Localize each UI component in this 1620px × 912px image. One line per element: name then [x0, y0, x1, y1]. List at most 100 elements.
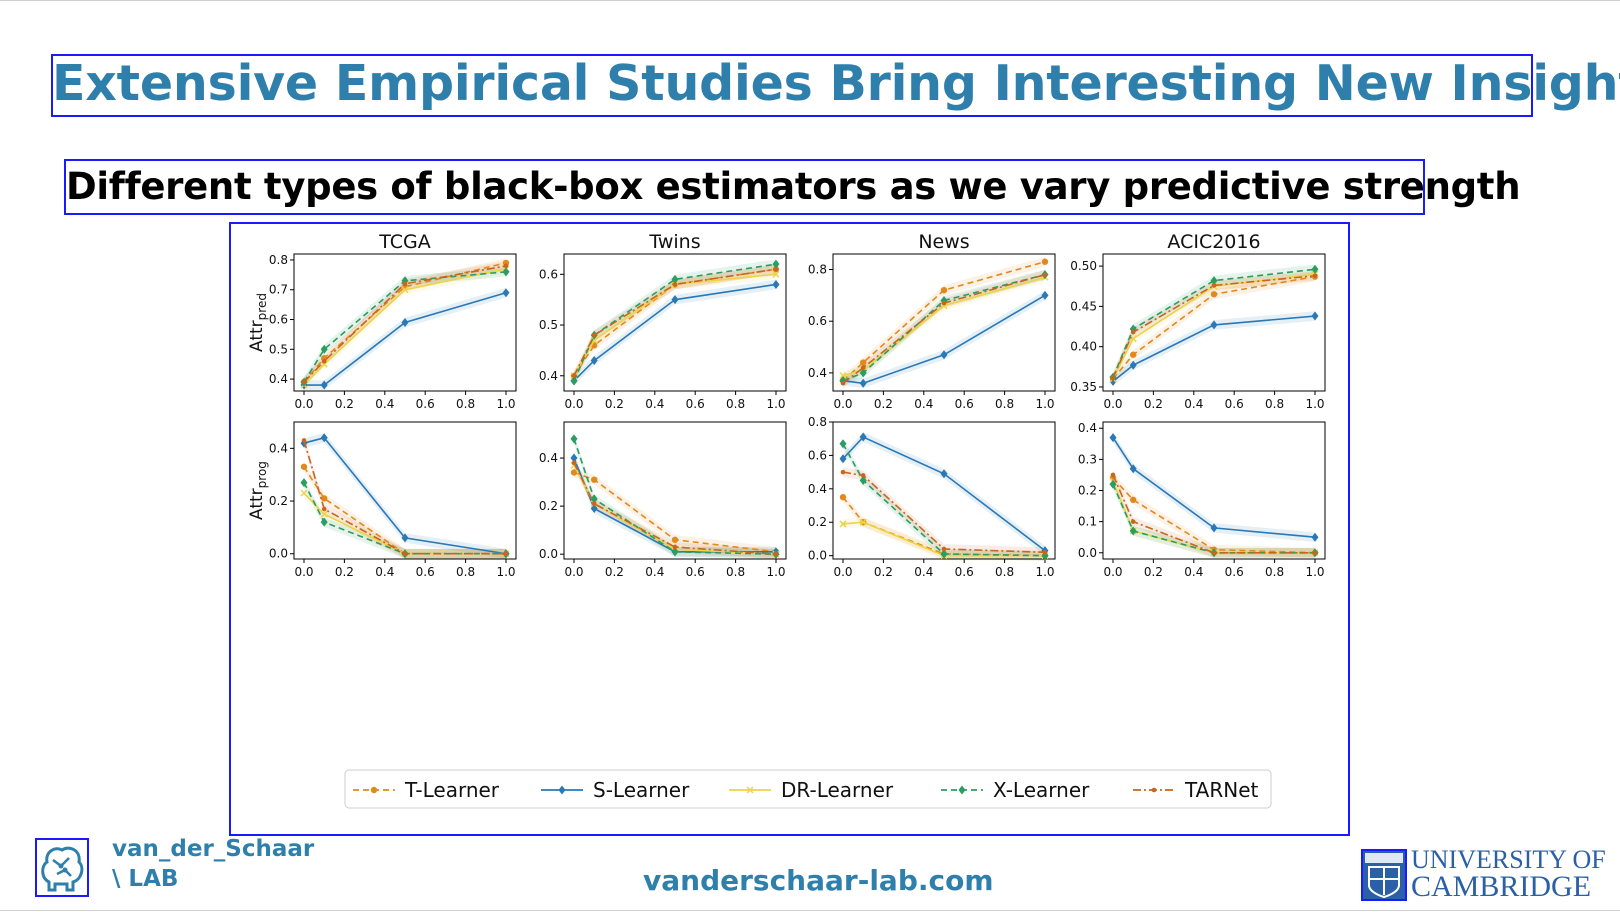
university-name: UNIVERSITY OF CAMBRIDGE	[1411, 846, 1606, 902]
x-tick-label: 0.4	[645, 565, 664, 579]
x-tick-label: 0.8	[456, 565, 475, 579]
data-point-x-learner	[839, 439, 847, 449]
data-point-tarnet	[840, 469, 846, 475]
x-tick-label: 1.0	[496, 397, 515, 411]
data-point-tarnet	[1110, 375, 1116, 381]
data-point-dr-learner	[772, 270, 780, 278]
y-tick-label: 0.8	[808, 415, 827, 429]
confidence-band	[304, 461, 506, 559]
website-link[interactable]: vanderschaar-lab.com	[643, 864, 994, 897]
data-point-tarnet	[591, 501, 597, 507]
x-tick-label: 0.6	[1225, 565, 1244, 579]
x-tick-label: 0.4	[645, 397, 664, 411]
y-tick-label: 0.4	[808, 366, 827, 380]
data-point-s-learner	[1210, 523, 1218, 533]
series-line-s-learner	[304, 291, 507, 386]
data-point-t-learner	[591, 476, 598, 483]
data-point-x-learner	[1210, 276, 1218, 286]
x-tick-label: 0.0	[564, 565, 583, 579]
panel-title: News	[918, 231, 969, 253]
data-point-s-learner	[859, 432, 867, 442]
data-point-t-learner	[1130, 496, 1137, 504]
data-point-s-learner	[401, 318, 409, 327]
x-tick-label: 0.8	[1265, 565, 1284, 579]
data-point-s-learner	[1129, 360, 1137, 370]
legend-label: T-Learner	[404, 778, 500, 802]
legend-marker	[558, 785, 566, 795]
data-point-s-learner	[940, 469, 948, 479]
data-point-tarnet	[503, 551, 509, 557]
data-point-s-learner	[320, 433, 328, 443]
x-tick-label: 0.8	[726, 565, 745, 579]
plot-frame	[832, 253, 1056, 392]
data-point-x-learner	[590, 494, 598, 504]
data-point-dr-learner	[839, 520, 847, 528]
series-line-x-learner	[573, 263, 777, 382]
panel-row1-col1: 0.0 0.2 0.4 0.0 0.2 0.4 0.6 0.8 1.0	[539, 421, 787, 579]
y-tick-label: 0.6	[539, 267, 558, 281]
plot-frame	[563, 253, 787, 392]
data-point-s-learner	[1129, 464, 1137, 474]
data-point-x-learner	[1109, 479, 1117, 489]
data-point-x-learner	[300, 478, 308, 488]
series-line-tarnet	[842, 273, 1046, 384]
title-highlight-box	[51, 54, 1533, 117]
data-point-s-learner	[502, 288, 510, 298]
slide-title: Extensive Empirical Studies Bring Intere…	[52, 55, 1620, 112]
data-point-x-learner	[320, 517, 328, 527]
x-tick-label: 0.4	[914, 397, 933, 411]
series-line-x-learner	[303, 271, 507, 383]
lab-logo	[35, 838, 89, 897]
y-tick-label: 0.4	[808, 482, 827, 496]
series-line-tarnet	[303, 265, 507, 383]
confidence-band	[843, 269, 1045, 389]
x-tick-label: 0.4	[375, 565, 394, 579]
confidence-band	[304, 287, 506, 390]
lab-name-line2: \ LAB	[112, 866, 179, 892]
x-tick-label: 0.2	[605, 565, 624, 579]
data-point-x-learner	[940, 549, 948, 559]
x-tick-label: 1.0	[1305, 397, 1324, 411]
y-tick-label: 0.6	[269, 313, 288, 327]
x-tick-label: 0.0	[294, 397, 313, 411]
x-tick-label: 0.0	[833, 565, 852, 579]
series-line-t-learner	[842, 260, 1046, 382]
lab-name-line1: van_der_Schaar	[112, 836, 315, 862]
data-point-dr-learner	[839, 371, 847, 380]
data-point-tarnet	[402, 281, 408, 287]
panel-tcga: TCGA 0.4 0.5 0.6 0.7 0.8 0.0 0.2 0.4 0.6 0.8 1.0	[269, 231, 517, 411]
y-tick-label: 0.3	[1078, 452, 1097, 466]
series-line-dr-learner	[842, 521, 1045, 557]
plot-frame	[293, 253, 517, 392]
data-point-x-learner	[671, 547, 679, 557]
data-point-x-learner	[1311, 264, 1319, 274]
data-point-t-learner	[570, 469, 578, 476]
data-point-dr-learner	[590, 336, 598, 344]
x-tick-label: 0.8	[995, 565, 1014, 579]
x-tick-label: 0.8	[456, 397, 475, 411]
x-tick-label: 1.0	[766, 397, 785, 411]
x-tick-label: 0.0	[564, 397, 583, 411]
plot-frame	[563, 421, 787, 560]
data-point-dr-learner	[859, 518, 867, 526]
panel-row1-col0: 0.0 0.2 0.4 0.0 0.2 0.4 0.6 0.8 1.0	[269, 421, 517, 579]
y-tick-label: 0.45	[1070, 299, 1097, 313]
plot-frame	[832, 421, 1056, 560]
data-point-s-learner	[1041, 290, 1049, 300]
series-line-x-learner	[842, 443, 1046, 557]
data-point-tarnet	[301, 379, 307, 385]
confidence-band	[843, 467, 1045, 558]
x-tick-label: 0.4	[375, 397, 394, 411]
x-tick-label: 0.8	[995, 397, 1014, 411]
y-tick-label: 0.40	[1070, 340, 1097, 354]
x-tick-label: 0.2	[335, 565, 354, 579]
legend-label: TARNet	[1184, 778, 1259, 802]
panel-acic2016: ACIC2016 0.35 0.40 0.45 0.50 0.0 0.2 0.4 0.6 0.8 1…	[1070, 231, 1326, 411]
data-point-tarnet	[591, 332, 597, 338]
data-point-tarnet	[321, 506, 327, 512]
data-point-x-learner	[570, 434, 578, 444]
series-line-s-learner	[303, 436, 507, 555]
y-tick-label: 0.6	[808, 314, 827, 328]
data-point-x-learner	[1129, 526, 1137, 536]
data-point-tarnet	[941, 300, 947, 306]
